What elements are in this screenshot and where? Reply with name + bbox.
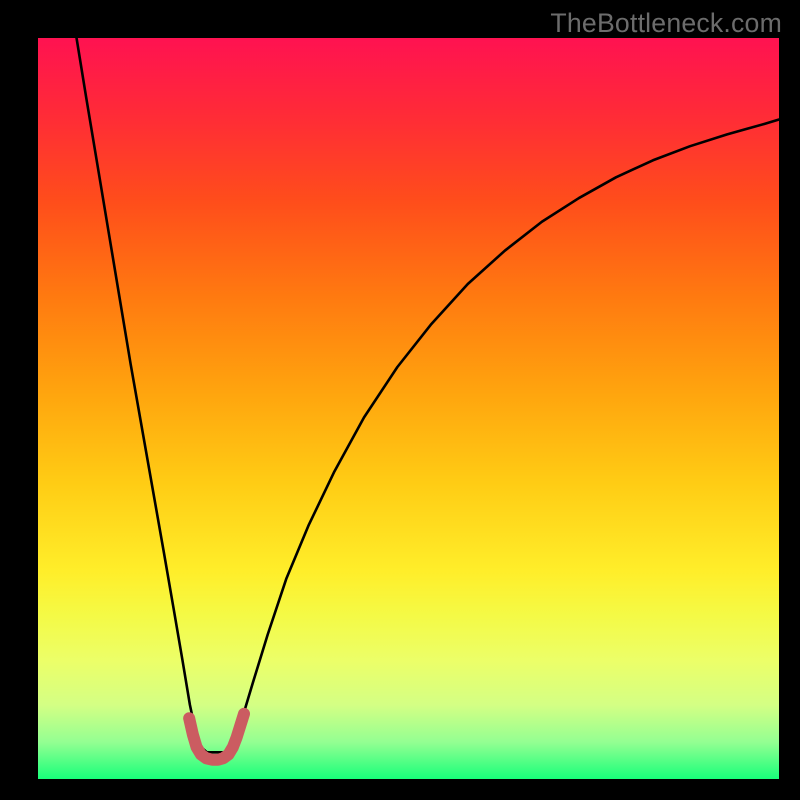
bottleneck-chart	[0, 0, 800, 800]
watermark-text: TheBottleneck.com	[550, 8, 782, 39]
plot-area	[38, 38, 779, 779]
